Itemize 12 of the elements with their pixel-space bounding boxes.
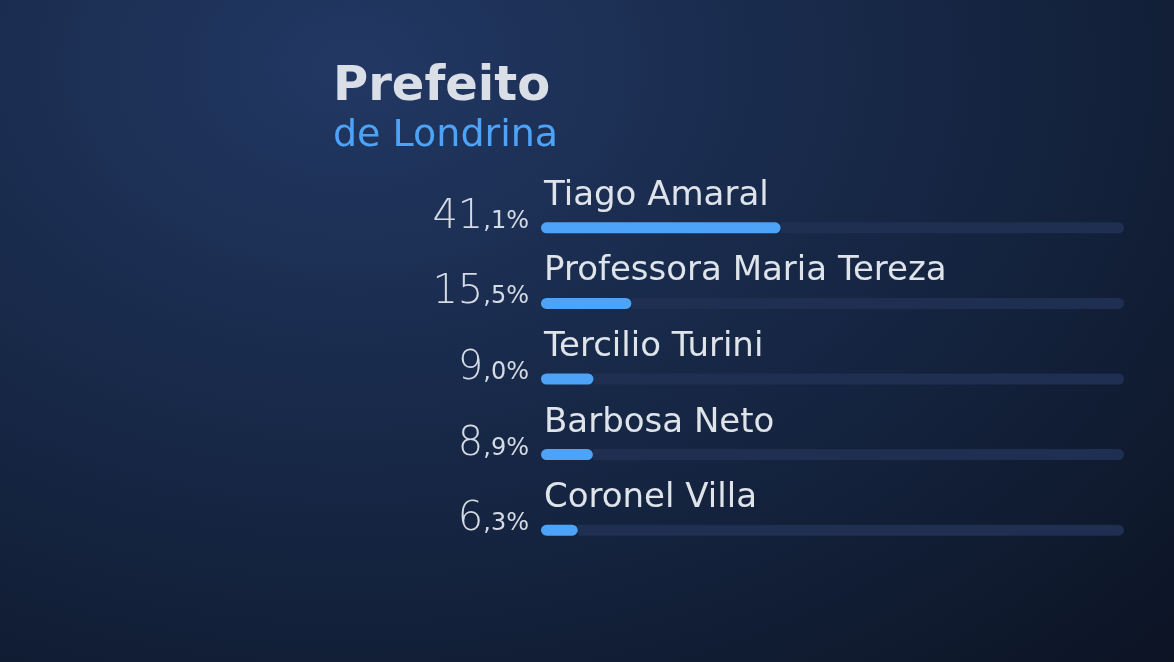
data-label: 6,3%: [457, 493, 529, 540]
data-label: 9,0%: [457, 342, 529, 388]
y-tick-label: Professora Maria Tereza: [544, 248, 947, 289]
chart-subtitle: de Londrina: [333, 111, 559, 155]
data-label: 15,5%: [432, 266, 529, 313]
data-label: 41,1%: [432, 190, 529, 237]
data-label: 8,9%: [457, 417, 529, 464]
y-tick-label: Coronel Villa: [544, 475, 757, 516]
y-tick-label: Barbosa Neto: [544, 399, 775, 440]
y-tick-label: Tiago Amaral: [543, 172, 769, 213]
y-tick-label: Tercilio Turini: [543, 324, 764, 364]
chart-title: Prefeito: [333, 55, 551, 111]
